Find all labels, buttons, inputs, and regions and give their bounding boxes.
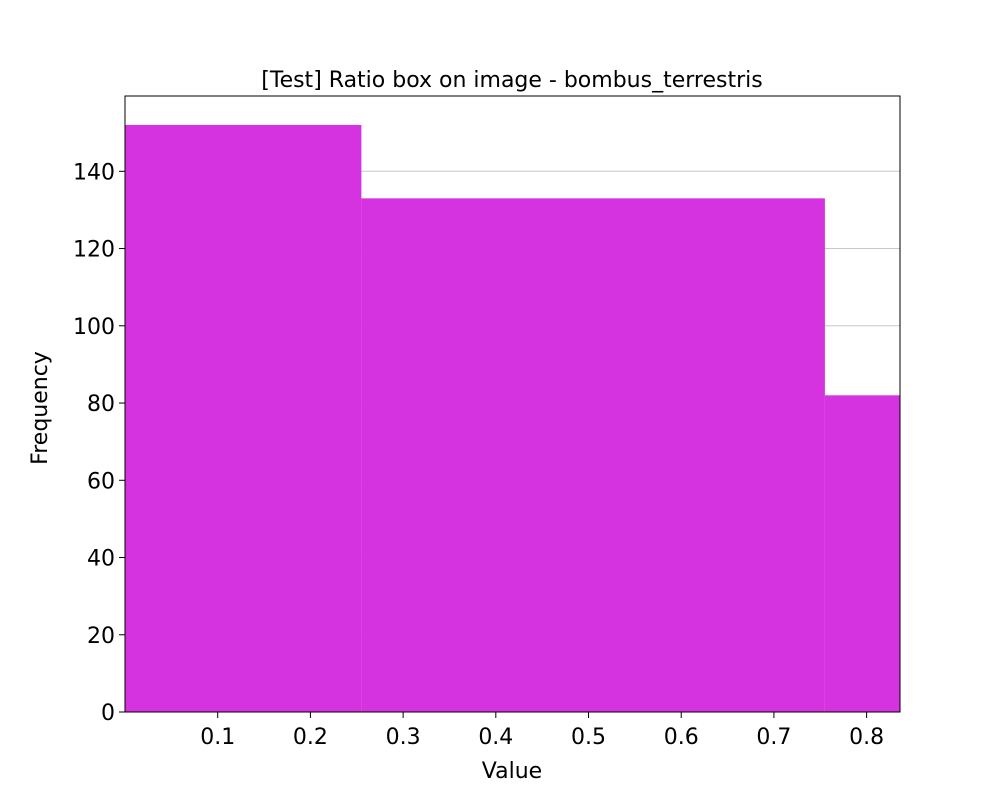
x-tick-label: 0.8 xyxy=(849,725,884,750)
y-tick-label: 40 xyxy=(87,547,115,572)
y-tick-label: 120 xyxy=(73,238,115,263)
x-tick-label: 0.3 xyxy=(386,725,421,750)
y-tick-label: 0 xyxy=(101,701,115,726)
x-tick-label: 0.1 xyxy=(200,725,235,750)
x-tick-label: 0.5 xyxy=(571,725,606,750)
histogram-bar xyxy=(824,395,900,712)
y-tick-label: 100 xyxy=(73,315,115,340)
histogram-bar xyxy=(361,198,825,712)
y-tick-label: 60 xyxy=(87,469,115,494)
y-axis-ticks: 0 20 40 60 80 100 120 140 xyxy=(73,160,125,726)
y-tick-label: 140 xyxy=(73,160,115,185)
bars xyxy=(125,124,900,712)
plot-frame xyxy=(124,95,901,713)
y-axis-label: Frequency xyxy=(28,351,53,465)
x-tick-label: 0.4 xyxy=(478,725,513,750)
chart-title: [Test] Ratio box on image - bombus_terre… xyxy=(261,68,762,93)
x-axis-ticks: 0.1 0.2 0.3 0.4 0.5 0.6 0.7 0.8 xyxy=(200,712,884,750)
y-tick-label: 80 xyxy=(87,392,115,417)
x-tick-label: 0.7 xyxy=(756,725,791,750)
x-axis-label: Value xyxy=(482,759,542,784)
y-tick-label: 20 xyxy=(87,624,115,649)
x-tick-label: 0.6 xyxy=(664,725,699,750)
x-tick-label: 0.2 xyxy=(293,725,328,750)
histogram-bar xyxy=(125,124,362,712)
